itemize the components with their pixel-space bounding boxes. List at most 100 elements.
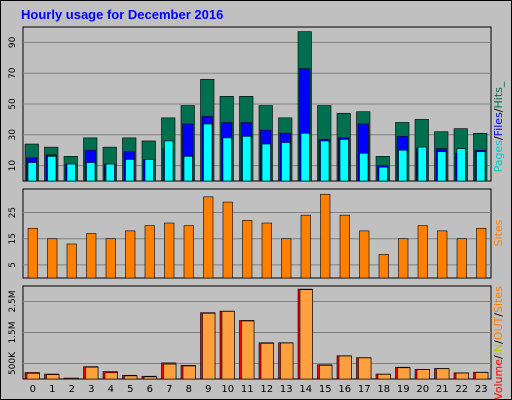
bar-pages-3 — [86, 162, 96, 182]
x-tick-label: 23 — [475, 384, 488, 395]
bar-sites-11 — [242, 220, 253, 279]
bar-sites-12 — [261, 222, 272, 279]
legend-pages-files-hits-part: Pages — [492, 140, 505, 173]
legend-pages-files-hits-part: _ — [492, 81, 505, 88]
bar-inout-12 — [260, 343, 274, 380]
legend-volume-inout-part: / — [492, 355, 505, 359]
bar-sites-6 — [144, 225, 155, 279]
bar-inout-13 — [280, 342, 294, 380]
x-tick-label: 11 — [241, 384, 254, 395]
bar-sites-9 — [203, 196, 214, 279]
bar-pages-6 — [144, 159, 154, 182]
bar-sites-20 — [417, 225, 428, 279]
bar-inout-16 — [338, 355, 352, 380]
x-tick-label: 4 — [108, 384, 114, 395]
bar-pages-13 — [281, 142, 291, 182]
bar-sites-2 — [66, 243, 77, 279]
x-tick-label: 12 — [260, 384, 273, 395]
legend-volume-inout-part: OUT — [492, 316, 505, 340]
legend-pages-files-hits-part: Files — [492, 112, 505, 136]
bar-sites-0 — [27, 227, 38, 279]
bar-sites-7 — [164, 222, 175, 279]
legend-volume-inout-part: / — [492, 340, 505, 344]
y-tick-label: 25 — [8, 207, 18, 218]
bar-sites-21 — [437, 230, 448, 279]
bar-pages-19 — [398, 149, 408, 182]
x-tick-label: 3 — [88, 384, 94, 395]
x-tick-label: 22 — [455, 384, 468, 395]
legend-volume-inout: Volume/IN/OUT/Sites — [492, 286, 505, 399]
y-tick-label: 30 — [8, 129, 18, 141]
bar-pages-20 — [417, 146, 427, 182]
legend-pages-files-hits: Pages/Files/Hits_ — [492, 81, 505, 172]
bar-sites-22 — [456, 238, 467, 279]
bar-pages-7 — [164, 140, 174, 182]
x-tick-label: 14 — [299, 384, 312, 395]
y-tick-label: 2.5M — [8, 290, 18, 312]
chart-title: Hourly usage for December 2016 — [21, 7, 223, 22]
bar-sites-1 — [47, 238, 58, 279]
bar-inout-2 — [65, 377, 79, 380]
bar-inout-21 — [436, 368, 450, 380]
bar-inout-15 — [319, 365, 333, 380]
bar-pages-17 — [359, 152, 369, 182]
legend-sites: Sites — [492, 219, 505, 246]
legend-volume-inout-part: IN — [492, 344, 505, 355]
bar-pages-1 — [47, 156, 57, 182]
x-tick-label: 19 — [397, 384, 410, 395]
bar-inout-9 — [202, 312, 216, 380]
bar-pages-15 — [320, 140, 330, 182]
plot-area — [22, 188, 492, 279]
bar-pages-9 — [203, 123, 213, 182]
bar-sites-16 — [339, 214, 350, 279]
x-tick-label: 17 — [358, 384, 371, 395]
legend-pages-files-hits-part: Hits — [492, 87, 505, 109]
bar-pages-11 — [242, 136, 252, 182]
bar-inout-7 — [163, 363, 177, 380]
x-tick-label: 1 — [49, 384, 55, 395]
bar-sites-13 — [281, 238, 292, 279]
y-tick-label: 500K — [8, 351, 18, 375]
y-tick-label: 1.5M — [8, 321, 18, 343]
bar-pages-16 — [339, 139, 349, 182]
bar-pages-2 — [66, 163, 76, 182]
bar-pages-10 — [222, 137, 232, 182]
y-tick-label: 10 — [8, 160, 18, 172]
bar-sites-19 — [398, 238, 409, 279]
bar-sites-14 — [300, 214, 311, 279]
bar-inout-11 — [241, 320, 255, 380]
bar-inout-19 — [397, 367, 411, 380]
bar-inout-17 — [358, 357, 372, 380]
bar-pages-23 — [476, 151, 486, 182]
x-tick-label: 9 — [205, 384, 211, 395]
panel-2: 500K 1.5M 2.5M — [8, 285, 492, 380]
x-tick-label: 10 — [221, 384, 234, 395]
bar-sites-18 — [378, 254, 389, 279]
x-tick-label: 21 — [436, 384, 449, 395]
y-tick-label: 50 — [8, 98, 18, 110]
bar-inout-6 — [143, 376, 157, 380]
bar-sites-3 — [86, 233, 97, 279]
bar-pages-8 — [183, 156, 193, 182]
x-tick-label: 2 — [69, 384, 75, 395]
y-tick-label: 90 — [8, 36, 18, 48]
bar-inout-8 — [182, 365, 196, 380]
legend-pages-files-hits-part: / — [492, 108, 505, 112]
bar-inout-20 — [416, 369, 430, 380]
bar-pages-14 — [300, 132, 310, 182]
x-tick-label: 15 — [319, 384, 332, 395]
bar-inout-23 — [475, 372, 489, 380]
y-tick-label: 5 — [8, 262, 18, 268]
legend-pages-files-hits-part: / — [492, 136, 505, 140]
bar-sites-10 — [222, 201, 233, 279]
bar-inout-0 — [26, 373, 40, 380]
x-tick-label: 5 — [127, 384, 133, 395]
bar-sites-15 — [320, 193, 331, 279]
panel-0: 10 30 50 70 90 — [8, 26, 492, 182]
bar-pages-0 — [27, 162, 37, 182]
bar-sites-5 — [125, 230, 136, 279]
bar-pages-4 — [105, 163, 115, 182]
legend-volume-inout-part: Sites — [492, 286, 505, 313]
